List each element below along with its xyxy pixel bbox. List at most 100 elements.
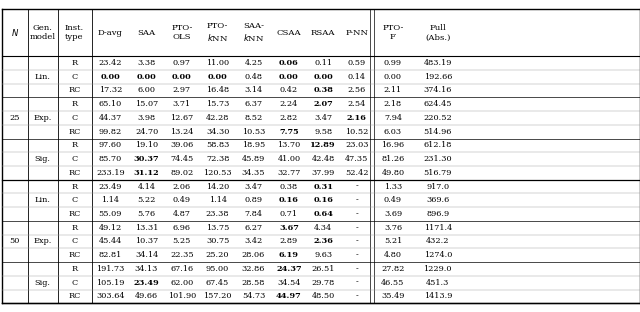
Text: R: R xyxy=(72,100,77,108)
Text: 2.82: 2.82 xyxy=(280,114,298,122)
Text: 0.00: 0.00 xyxy=(208,73,227,81)
Text: 369.6: 369.6 xyxy=(426,196,449,204)
Text: 46.55: 46.55 xyxy=(381,279,404,287)
Text: RC: RC xyxy=(68,169,81,177)
Text: 1.14: 1.14 xyxy=(209,196,227,204)
Text: 0.42: 0.42 xyxy=(280,86,298,95)
Text: 62.00: 62.00 xyxy=(170,279,193,287)
Text: 31.12: 31.12 xyxy=(134,169,159,177)
Text: 9.63: 9.63 xyxy=(314,251,332,259)
Text: 25.20: 25.20 xyxy=(206,251,229,259)
Text: 303.64: 303.64 xyxy=(96,292,125,300)
Text: 157.20: 157.20 xyxy=(204,292,232,300)
Text: 58.83: 58.83 xyxy=(206,141,229,149)
Text: 3.69: 3.69 xyxy=(384,210,402,218)
Text: 29.78: 29.78 xyxy=(312,279,335,287)
Text: 11.00: 11.00 xyxy=(206,59,229,67)
Text: 451.3: 451.3 xyxy=(426,279,449,287)
Text: 0.38: 0.38 xyxy=(280,183,298,191)
Text: 514.96: 514.96 xyxy=(424,128,452,136)
Text: 0.48: 0.48 xyxy=(244,73,262,81)
Text: SAA: SAA xyxy=(138,29,156,37)
Text: 3.38: 3.38 xyxy=(138,59,156,67)
Text: 105.19: 105.19 xyxy=(96,279,125,287)
Text: RC: RC xyxy=(68,210,81,218)
Text: 3.42: 3.42 xyxy=(244,237,262,246)
Text: 6.19: 6.19 xyxy=(279,251,299,259)
Text: RC: RC xyxy=(68,292,81,300)
Text: 12.67: 12.67 xyxy=(170,114,193,122)
Text: 27.82: 27.82 xyxy=(381,265,404,273)
Text: Sig.: Sig. xyxy=(35,279,51,287)
Text: C: C xyxy=(72,155,77,163)
Text: 483.19: 483.19 xyxy=(424,59,452,67)
Text: 23.03: 23.03 xyxy=(345,141,369,149)
Text: 2.07: 2.07 xyxy=(314,100,333,108)
Text: 3.71: 3.71 xyxy=(173,100,191,108)
Text: 17.32: 17.32 xyxy=(99,86,122,95)
Text: 2.16: 2.16 xyxy=(347,114,367,122)
Text: 12.89: 12.89 xyxy=(310,141,336,149)
Text: 0.16: 0.16 xyxy=(279,196,299,204)
Text: 0.16: 0.16 xyxy=(313,196,333,204)
Text: 0.59: 0.59 xyxy=(348,59,366,67)
Text: P-NN: P-NN xyxy=(346,29,368,37)
Text: 7.75: 7.75 xyxy=(279,128,299,136)
Text: 1229.0: 1229.0 xyxy=(424,265,452,273)
Text: 7.84: 7.84 xyxy=(244,210,262,218)
Text: 19.10: 19.10 xyxy=(135,141,158,149)
Text: 432.2: 432.2 xyxy=(426,237,449,246)
Text: RC: RC xyxy=(68,86,81,95)
Text: 2.18: 2.18 xyxy=(384,100,402,108)
Text: 49.80: 49.80 xyxy=(381,169,404,177)
Text: 4.34: 4.34 xyxy=(314,224,332,232)
Text: 4.25: 4.25 xyxy=(244,59,262,67)
Text: -: - xyxy=(355,265,358,273)
Text: 1.14: 1.14 xyxy=(101,196,120,204)
Text: 67.16: 67.16 xyxy=(170,265,193,273)
Text: 374.16: 374.16 xyxy=(424,86,452,95)
Text: 231.30: 231.30 xyxy=(424,155,452,163)
Text: 516.79: 516.79 xyxy=(424,169,452,177)
Text: 81.26: 81.26 xyxy=(381,155,404,163)
Text: -: - xyxy=(355,196,358,204)
Text: 82.81: 82.81 xyxy=(99,251,122,259)
Text: 50: 50 xyxy=(10,237,20,246)
Text: 41.00: 41.00 xyxy=(277,155,301,163)
Text: 23.42: 23.42 xyxy=(99,59,122,67)
Text: 1274.0: 1274.0 xyxy=(424,251,452,259)
Text: 0.00: 0.00 xyxy=(172,73,191,81)
Text: 99.82: 99.82 xyxy=(99,128,122,136)
Text: 0.49: 0.49 xyxy=(384,196,402,204)
Text: 233.19: 233.19 xyxy=(96,169,125,177)
Text: $N$: $N$ xyxy=(11,27,19,38)
Text: CSAA: CSAA xyxy=(276,29,301,37)
Text: 3.47: 3.47 xyxy=(244,183,262,191)
Text: 3.14: 3.14 xyxy=(244,86,262,95)
Text: -: - xyxy=(355,224,358,232)
Text: Sig.: Sig. xyxy=(35,155,51,163)
Text: 4.14: 4.14 xyxy=(138,183,156,191)
Text: 55.09: 55.09 xyxy=(99,210,122,218)
Text: 6.03: 6.03 xyxy=(384,128,402,136)
Text: 4.80: 4.80 xyxy=(384,251,402,259)
Text: 23.49: 23.49 xyxy=(99,183,122,191)
Text: RC: RC xyxy=(68,128,81,136)
Text: 0.71: 0.71 xyxy=(280,210,298,218)
Text: 120.53: 120.53 xyxy=(204,169,232,177)
Text: 54.73: 54.73 xyxy=(242,292,265,300)
Text: C: C xyxy=(72,279,77,287)
Text: -: - xyxy=(355,237,358,246)
Text: 13.75: 13.75 xyxy=(206,224,229,232)
Text: 6.00: 6.00 xyxy=(138,86,156,95)
Text: 47.35: 47.35 xyxy=(345,155,369,163)
Text: 5.76: 5.76 xyxy=(138,210,156,218)
Text: 3.76: 3.76 xyxy=(384,224,402,232)
Text: 16.96: 16.96 xyxy=(381,141,404,149)
Text: 52.42: 52.42 xyxy=(345,169,369,177)
Text: 6.27: 6.27 xyxy=(244,224,262,232)
Text: C: C xyxy=(72,196,77,204)
Text: 2.36: 2.36 xyxy=(313,237,333,246)
Text: 1171.4: 1171.4 xyxy=(424,224,452,232)
Text: 2.56: 2.56 xyxy=(348,86,366,95)
